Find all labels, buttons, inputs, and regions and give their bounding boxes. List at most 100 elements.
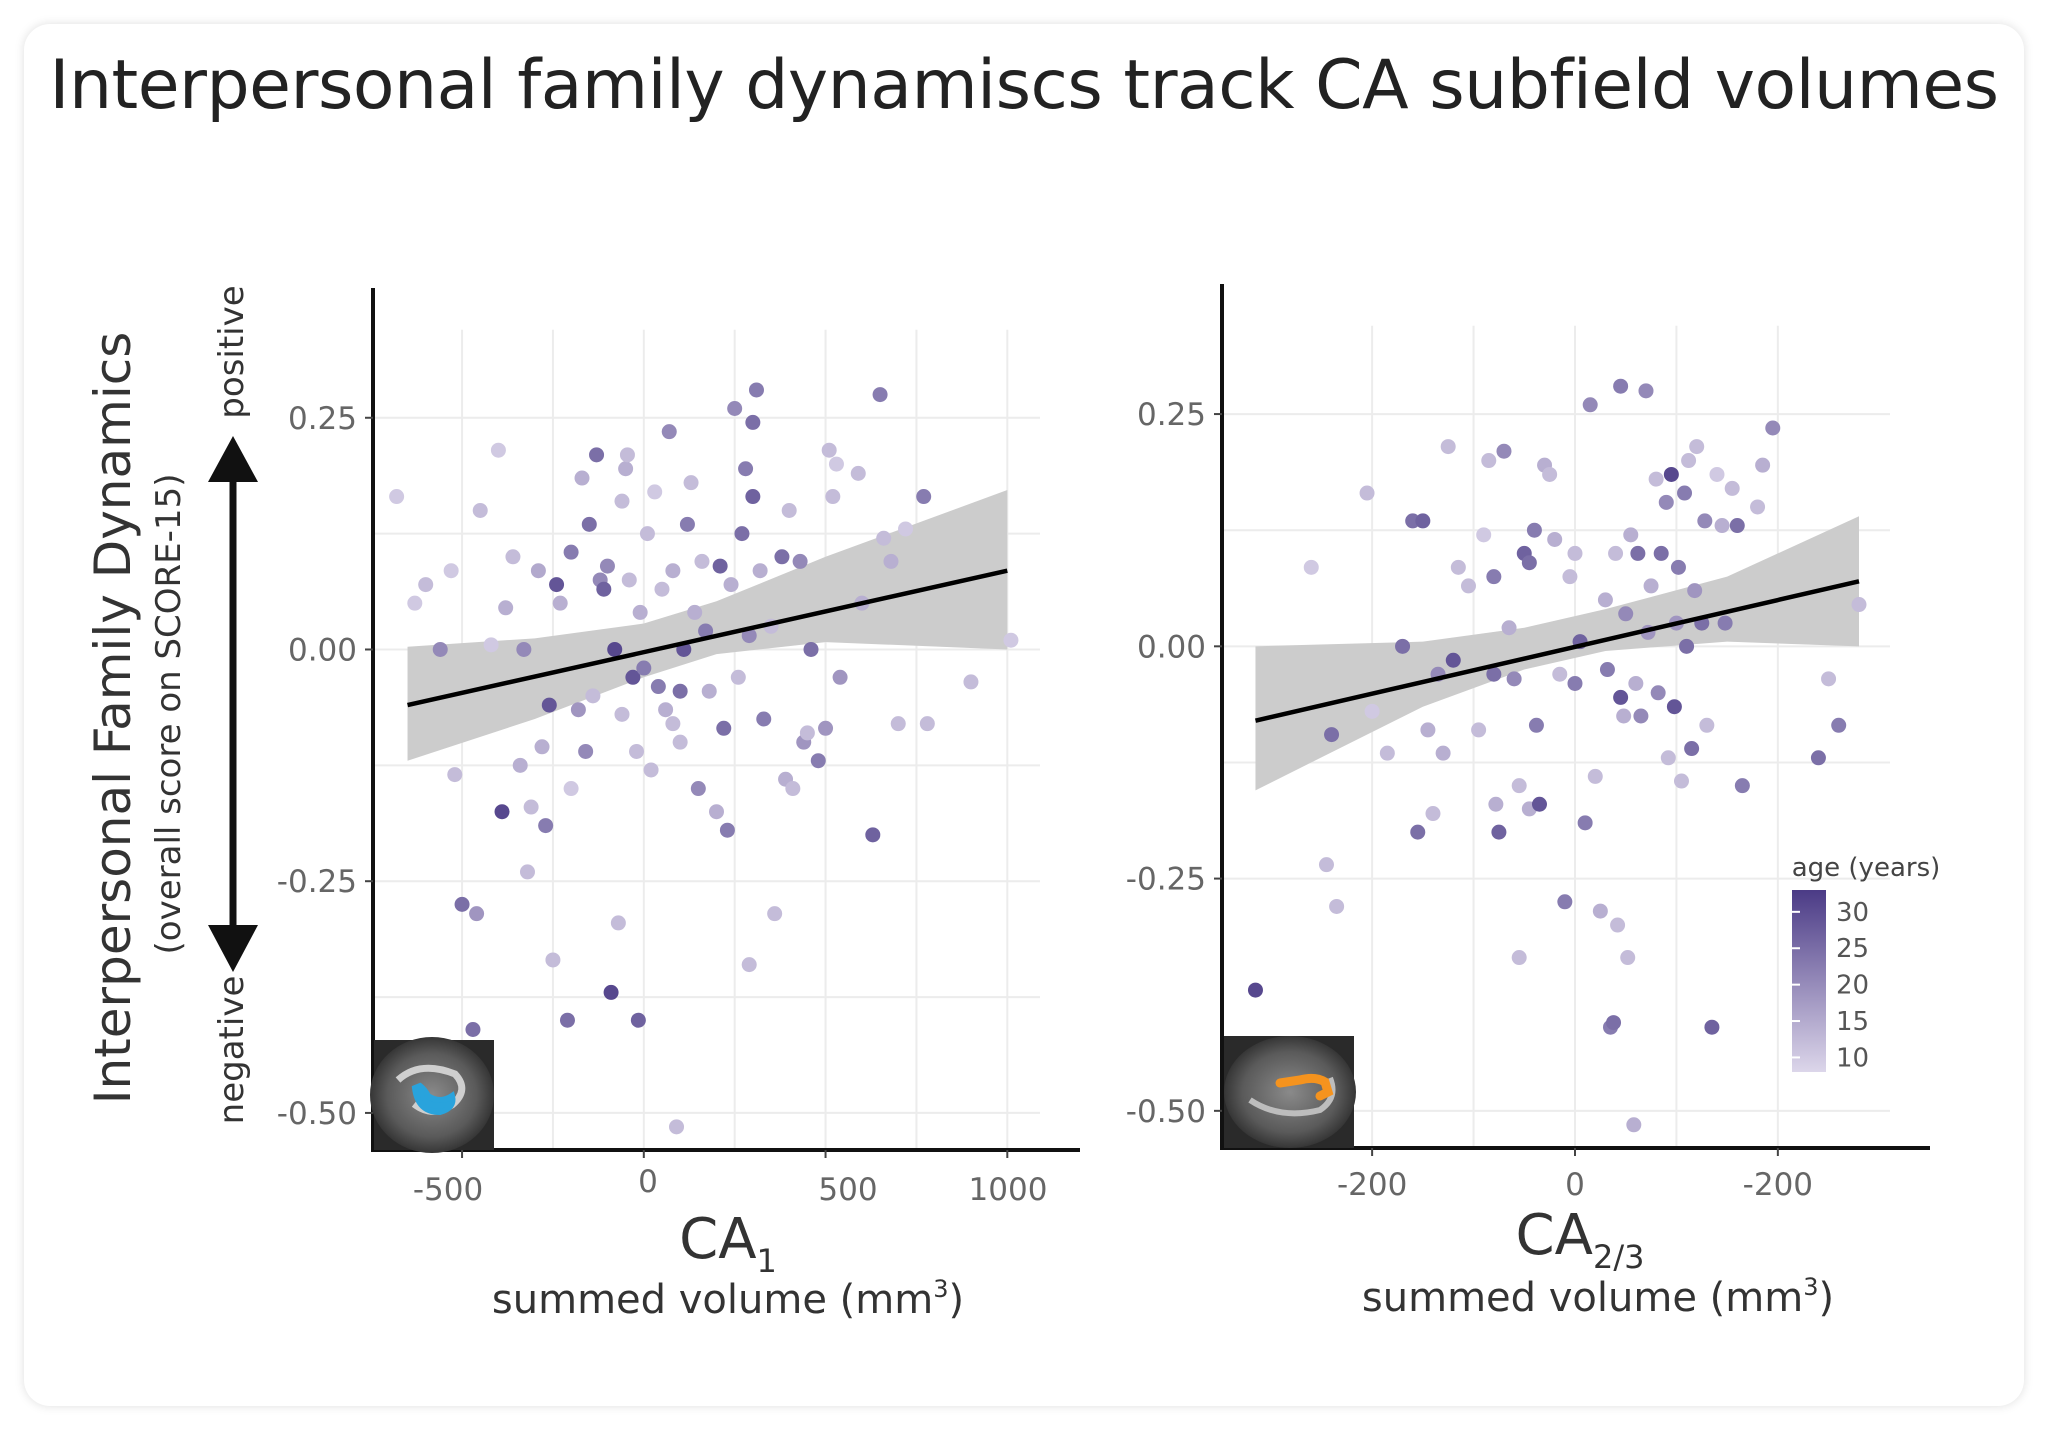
data-point xyxy=(636,660,652,676)
data-point xyxy=(1521,555,1537,571)
data-point xyxy=(1450,559,1466,575)
data-point xyxy=(876,530,892,546)
x-axis-sublabel-ca23: summed volume (mm3) xyxy=(1362,1273,1834,1321)
data-point xyxy=(1626,1117,1642,1133)
data-point xyxy=(1562,569,1578,585)
data-point xyxy=(589,447,605,463)
data-point xyxy=(1395,638,1411,654)
data-point xyxy=(498,600,514,616)
data-point xyxy=(698,623,714,639)
data-point xyxy=(1831,717,1847,733)
data-point xyxy=(603,984,619,1000)
data-point xyxy=(872,387,888,403)
data-point xyxy=(810,753,826,769)
data-point xyxy=(1673,773,1689,789)
data-point xyxy=(1511,950,1527,966)
x-axis-label-ca1: CA1 xyxy=(679,1207,777,1280)
legend-tick-label: 25 xyxy=(1836,934,1869,964)
data-point xyxy=(712,558,728,574)
data-point xyxy=(1810,750,1826,766)
data-point xyxy=(530,563,546,579)
legend-ticks: 30 25 20 15 10 xyxy=(1792,898,1869,1073)
data-point xyxy=(883,553,899,569)
data-point xyxy=(963,674,979,690)
data-point xyxy=(465,1022,481,1038)
fit-line xyxy=(1254,579,1860,723)
data-point xyxy=(1481,453,1497,469)
x-axis-sublabel-ca1: summed volume (mm3) xyxy=(492,1275,964,1323)
ca1-highlight xyxy=(411,1082,456,1116)
data-point xyxy=(538,818,554,834)
data-point xyxy=(516,641,532,657)
x-tick-label: 0 xyxy=(638,1164,658,1200)
y-tick-label: -0.50 xyxy=(1126,1094,1206,1130)
data-point xyxy=(1247,982,1263,998)
y-axis-negative-label: negative xyxy=(212,976,252,1125)
data-point xyxy=(785,781,801,797)
data-point xyxy=(389,489,405,505)
data-point xyxy=(1666,699,1682,715)
legend-tick-label: 20 xyxy=(1836,971,1869,1001)
data-point xyxy=(1679,638,1695,654)
data-point xyxy=(443,563,459,579)
data-point xyxy=(1435,745,1451,761)
data-point xyxy=(803,641,819,657)
y-tick-label: -0.50 xyxy=(277,1096,357,1132)
data-point xyxy=(719,822,735,838)
data-point xyxy=(1547,531,1563,547)
legend-colorbar xyxy=(1792,890,1826,1072)
data-point xyxy=(1379,745,1395,761)
data-point xyxy=(447,767,463,783)
data-point xyxy=(549,577,565,593)
data-point xyxy=(1684,741,1700,757)
data-point xyxy=(596,581,612,597)
data-point xyxy=(1689,439,1705,455)
ca23-highlight xyxy=(1275,1073,1334,1101)
regression-line xyxy=(1254,579,1860,723)
x-tick-label: -500 xyxy=(413,1172,483,1208)
data-point xyxy=(469,906,485,922)
data-point xyxy=(1445,652,1461,668)
data-point xyxy=(1670,559,1686,575)
tick-labels: 0.25 0.00 -0.25 -0.50 -200 0 -200 xyxy=(1126,397,1813,1203)
data-point xyxy=(1486,569,1502,585)
data-point xyxy=(523,799,539,815)
data-point xyxy=(643,762,659,778)
data-point xyxy=(625,669,641,685)
data-point xyxy=(618,461,634,477)
data-point xyxy=(1608,545,1624,561)
data-point xyxy=(639,526,655,542)
y-tick-label: 0.00 xyxy=(288,632,357,668)
data-point xyxy=(1755,457,1771,473)
x-axis-label-ca23: CA2/3 xyxy=(1516,1203,1645,1276)
data-point xyxy=(559,1012,575,1028)
data-point xyxy=(1599,662,1615,678)
data-point xyxy=(748,382,764,398)
data-point xyxy=(665,716,681,732)
data-point xyxy=(1410,824,1426,840)
data-point xyxy=(585,688,601,704)
data-point xyxy=(1324,727,1340,743)
data-point xyxy=(665,563,681,579)
y-axis-positive-label: positive xyxy=(212,285,252,418)
data-point xyxy=(774,549,790,565)
data-point xyxy=(781,502,797,518)
scatter-points xyxy=(389,382,1019,1135)
data-point xyxy=(1729,518,1745,534)
data-point xyxy=(614,706,630,722)
data-point xyxy=(850,465,866,481)
data-point xyxy=(610,915,626,931)
data-point xyxy=(730,669,746,685)
data-point xyxy=(1303,559,1319,575)
data-point xyxy=(1460,578,1476,594)
data-point xyxy=(1531,796,1547,812)
data-point xyxy=(1526,522,1542,538)
data-point xyxy=(1587,768,1603,784)
data-point xyxy=(1606,1015,1622,1031)
data-point xyxy=(1610,917,1626,933)
data-point xyxy=(483,637,499,653)
data-point xyxy=(1613,689,1629,705)
data-point xyxy=(916,489,932,505)
legend-tick-label: 15 xyxy=(1836,1007,1869,1037)
